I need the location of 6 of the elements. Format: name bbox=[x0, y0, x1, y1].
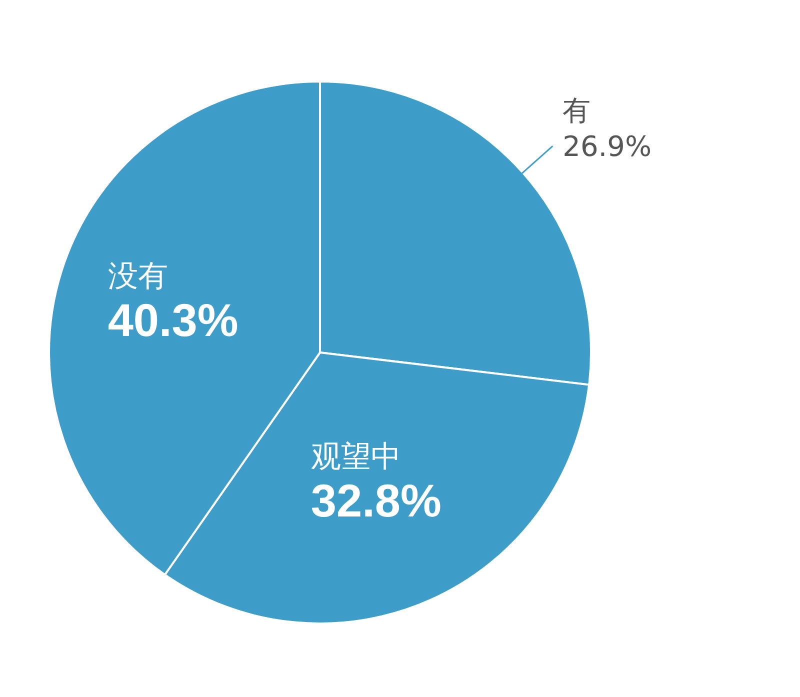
data-label: 26.9% bbox=[562, 130, 652, 164]
data-label: 40.3% bbox=[108, 294, 238, 346]
data-label: 32.8% bbox=[310, 474, 442, 527]
slice-label: 没有 bbox=[108, 258, 168, 294]
slice-label: 观望中 bbox=[310, 440, 401, 475]
slice-label: 有 bbox=[562, 94, 591, 128]
